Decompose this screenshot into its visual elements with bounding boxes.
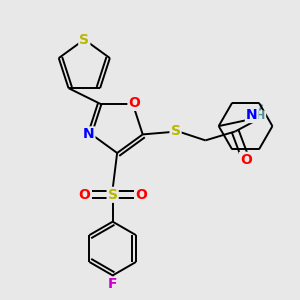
Text: S: S: [108, 188, 118, 202]
Text: S: S: [171, 124, 181, 138]
Text: N: N: [246, 108, 257, 122]
Text: O: O: [135, 188, 147, 202]
Text: O: O: [128, 96, 140, 110]
Text: N: N: [83, 128, 94, 141]
Text: O: O: [240, 153, 252, 167]
Text: H: H: [256, 112, 265, 122]
Text: O: O: [78, 188, 90, 202]
Text: S: S: [79, 32, 89, 46]
Text: F: F: [108, 278, 117, 291]
